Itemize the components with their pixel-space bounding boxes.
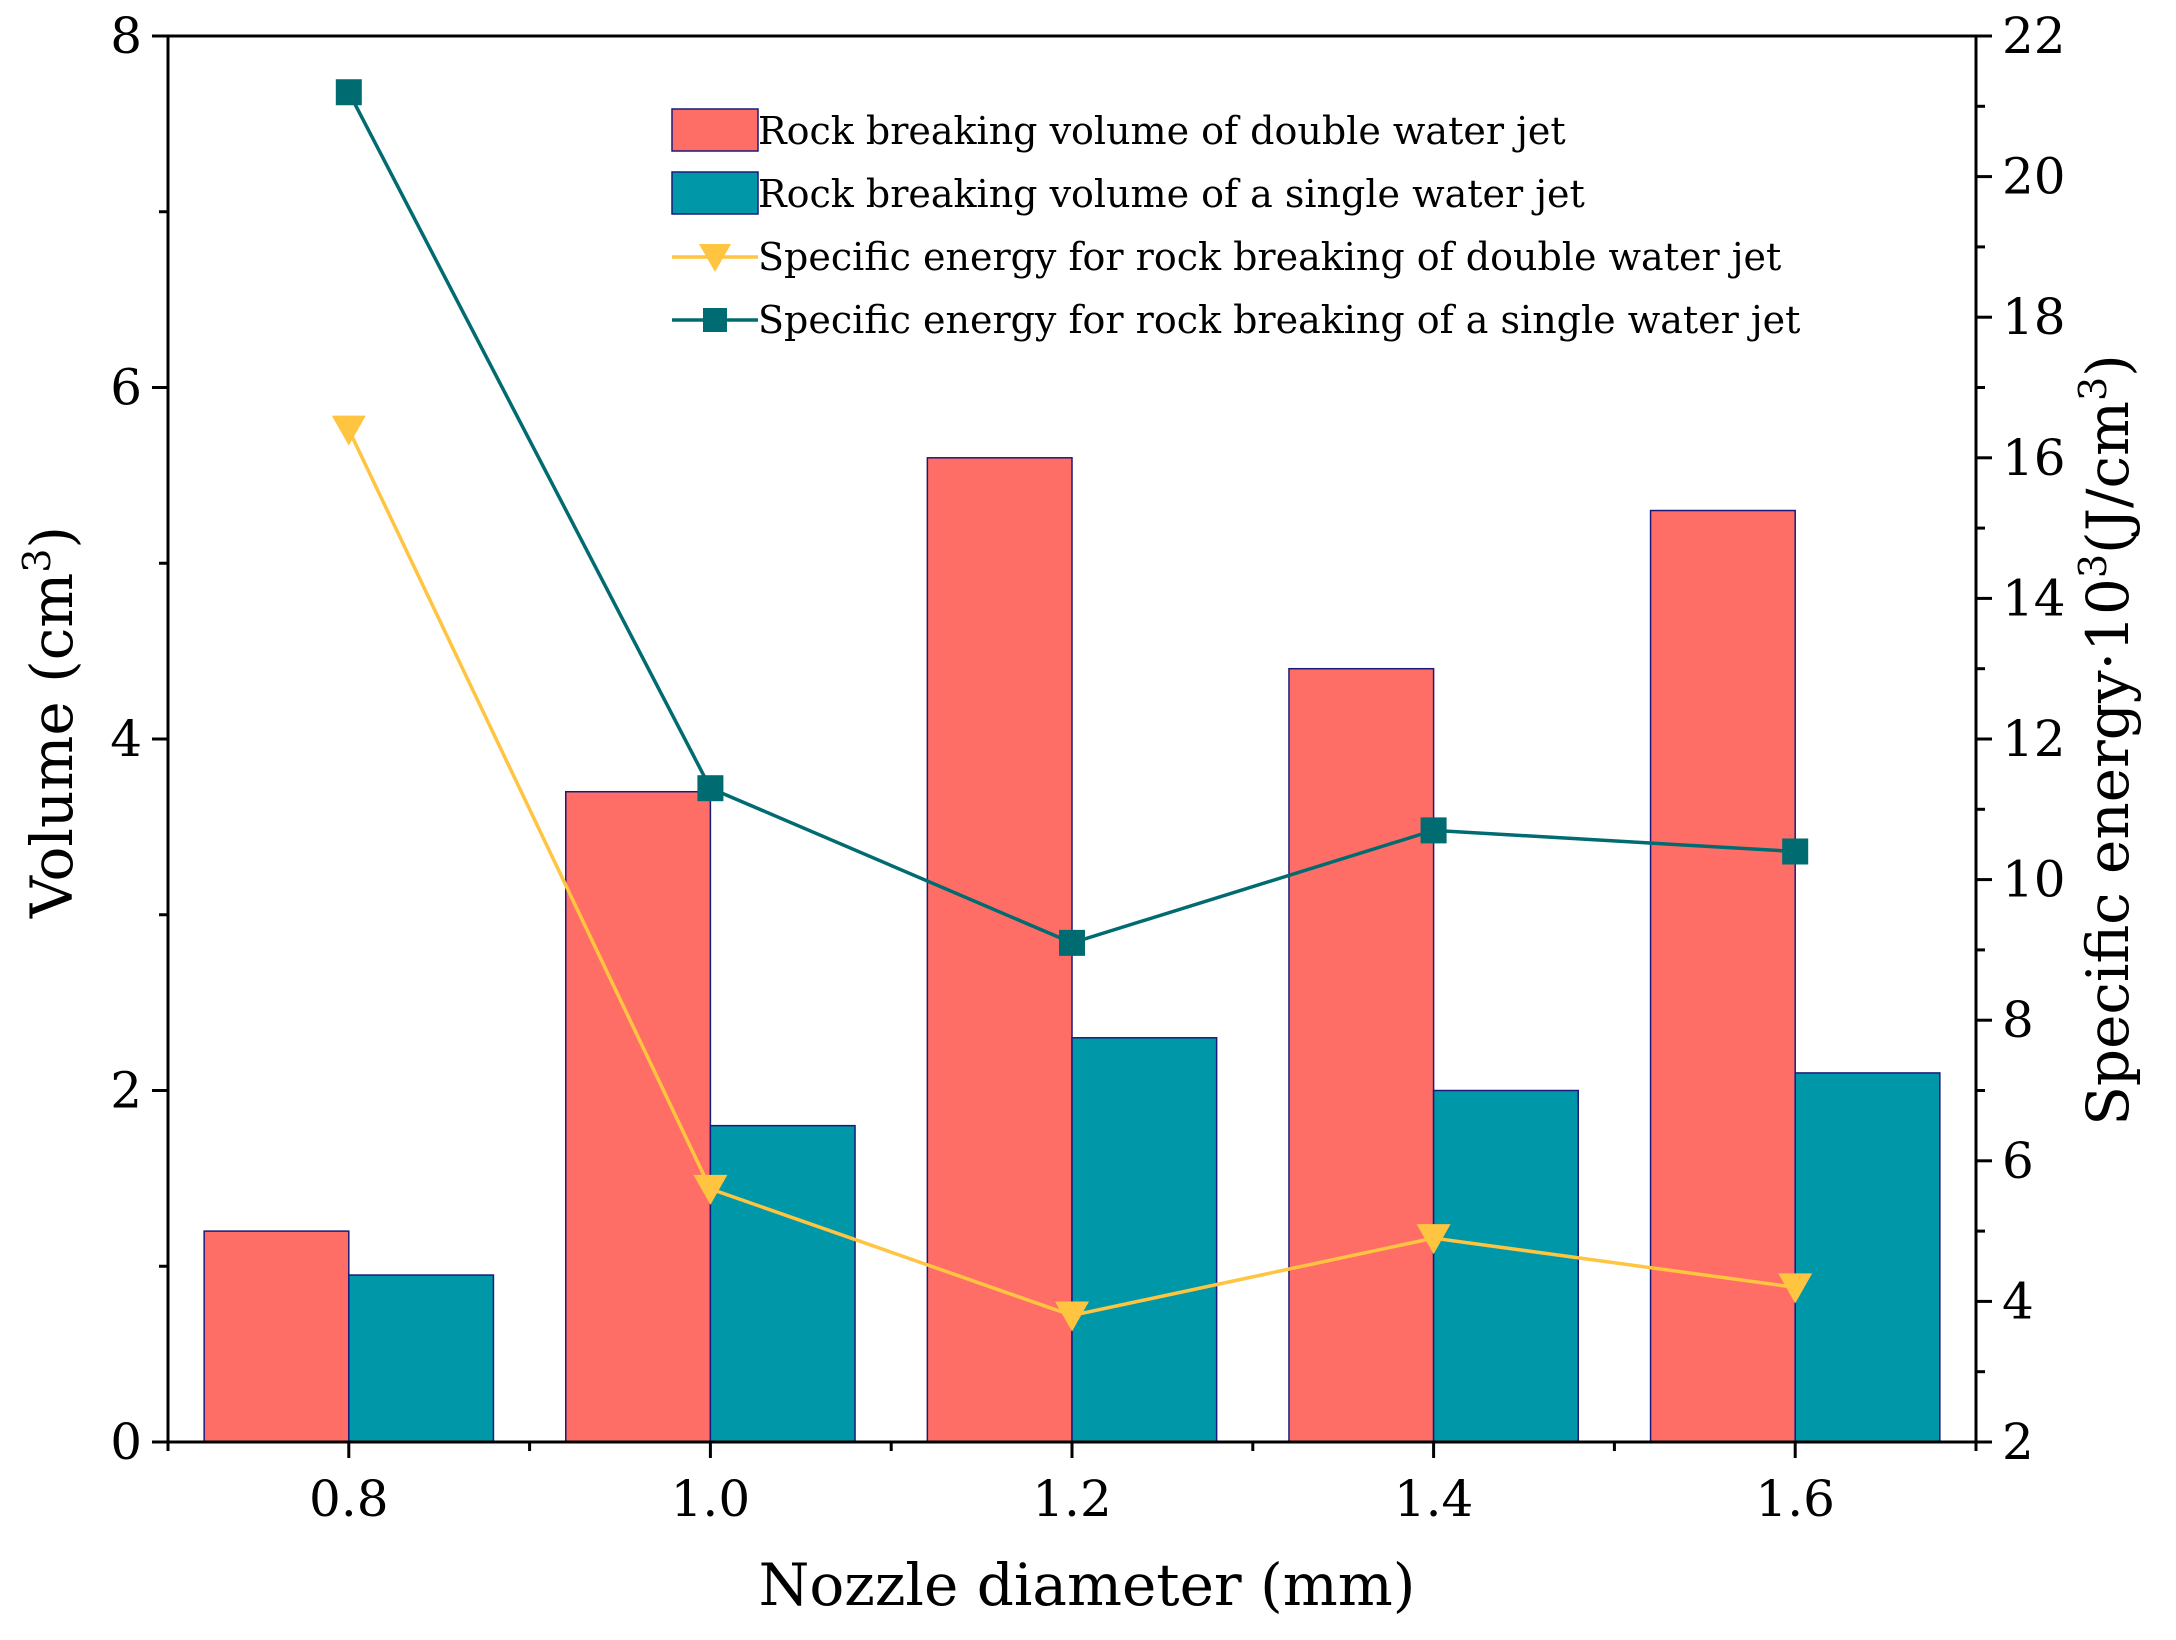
y-tick-label-2: 2 <box>110 1062 142 1120</box>
y2-axis-title-sup2: 3 <box>2071 377 2115 401</box>
bar-single-1.6 <box>1794 1072 1941 1443</box>
y-axis-title-main: Volume (cm <box>18 573 86 919</box>
bar-double-1.6 <box>1649 509 1796 1443</box>
legend-item-1-label: Rock breaking volume of double water jet <box>758 109 1566 153</box>
y2-tick-label-4: 4 <box>2002 1272 2034 1330</box>
y2-axis-title-end: ) <box>2074 354 2142 377</box>
y2-axis-title-mid: (J/cm <box>2074 401 2142 554</box>
legend-item-4-marker <box>703 308 727 332</box>
legend-item-2-label: Rock breaking volume of a single water j… <box>758 172 1585 216</box>
y2-axis-title: Specific energy·103(J/cm3) <box>2071 354 2142 1126</box>
y2-tick-label-20: 20 <box>2002 148 2066 206</box>
marker-double-1.4 <box>1416 1224 1451 1255</box>
x-tick-label-1.2: 1.2 <box>1032 1470 1112 1528</box>
y2-tick-label-14: 14 <box>2002 569 2066 627</box>
legend-item-1-swatch <box>671 108 759 152</box>
marker-double-1.2 <box>1055 1301 1089 1332</box>
y2-tick-label-8: 8 <box>2002 991 2034 1049</box>
y2-axis-title-main: Specific energy·10 <box>2074 578 2142 1126</box>
x-tick-label-0.8: 0.8 <box>309 1470 389 1528</box>
marker-double-0.8 <box>331 415 366 446</box>
lines-layer <box>331 79 1813 1332</box>
x-tick-label-1.6: 1.6 <box>1755 1470 1835 1528</box>
y2-tick-label-16: 16 <box>2002 429 2066 487</box>
y-tick-label-4: 4 <box>110 710 142 768</box>
y-axis-title-end: ) <box>18 526 86 549</box>
y2-tick-label-18: 18 <box>2002 288 2066 346</box>
y2-tick-label-22: 22 <box>2002 7 2066 65</box>
legend-item-3-label: Specific energy for rock breaking of dou… <box>758 235 1781 279</box>
x-tick-label-1.4: 1.4 <box>1394 1470 1474 1528</box>
marker-double-1.6 <box>1778 1273 1813 1304</box>
y2-tick-label-6: 6 <box>2002 1132 2034 1190</box>
bar-single-1.2 <box>1071 1037 1218 1443</box>
x-axis-title: Nozzle diameter (mm) <box>759 1551 1416 1619</box>
legend: Rock breaking volume of double water jet… <box>671 108 1800 342</box>
y2-tick-label-10: 10 <box>2002 851 2066 909</box>
y-tick-label-0: 0 <box>110 1413 142 1471</box>
y-axis-title-sup: 3 <box>15 549 59 573</box>
y2-tick-label-12: 12 <box>2002 710 2066 768</box>
bar-double-1.0 <box>565 790 712 1443</box>
marker-single-0.8 <box>335 79 362 106</box>
bar-double-1.4 <box>1288 667 1435 1443</box>
y-tick-label-6: 6 <box>110 359 142 417</box>
ticks-layer: 0 2 4 6 8 2 4 6 8 10 12 14 16 18 20 22 0.8 1.0 1.2 1.4 1.6 <box>110 7 2065 1528</box>
bar-single-0.8 <box>348 1274 495 1443</box>
marker-single-1.2 <box>1059 929 1085 956</box>
legend-item-3-marker <box>699 244 731 272</box>
bar-double-0.8 <box>203 1230 350 1443</box>
x-tick-label-1.0: 1.0 <box>671 1470 751 1528</box>
y2-axis-title-sup: 3 <box>2071 554 2115 578</box>
marker-double-1.0 <box>693 1174 728 1205</box>
legend-item-4-label: Specific energy for rock breaking of a s… <box>758 298 1800 342</box>
marker-single-1.6 <box>1782 838 1809 865</box>
bar-single-1.0 <box>709 1124 856 1443</box>
marker-single-1.4 <box>1420 817 1447 844</box>
y2-tick-label-2: 2 <box>2002 1413 2034 1471</box>
y-axis-title: Volume (cm3) <box>15 526 86 919</box>
bars-layer <box>203 457 1941 1443</box>
marker-single-1.0 <box>697 775 724 802</box>
y-tick-label-8: 8 <box>110 7 142 65</box>
legend-item-2-swatch <box>671 171 759 215</box>
bar-double-1.2 <box>926 457 1073 1443</box>
bar-single-1.4 <box>1432 1089 1579 1443</box>
